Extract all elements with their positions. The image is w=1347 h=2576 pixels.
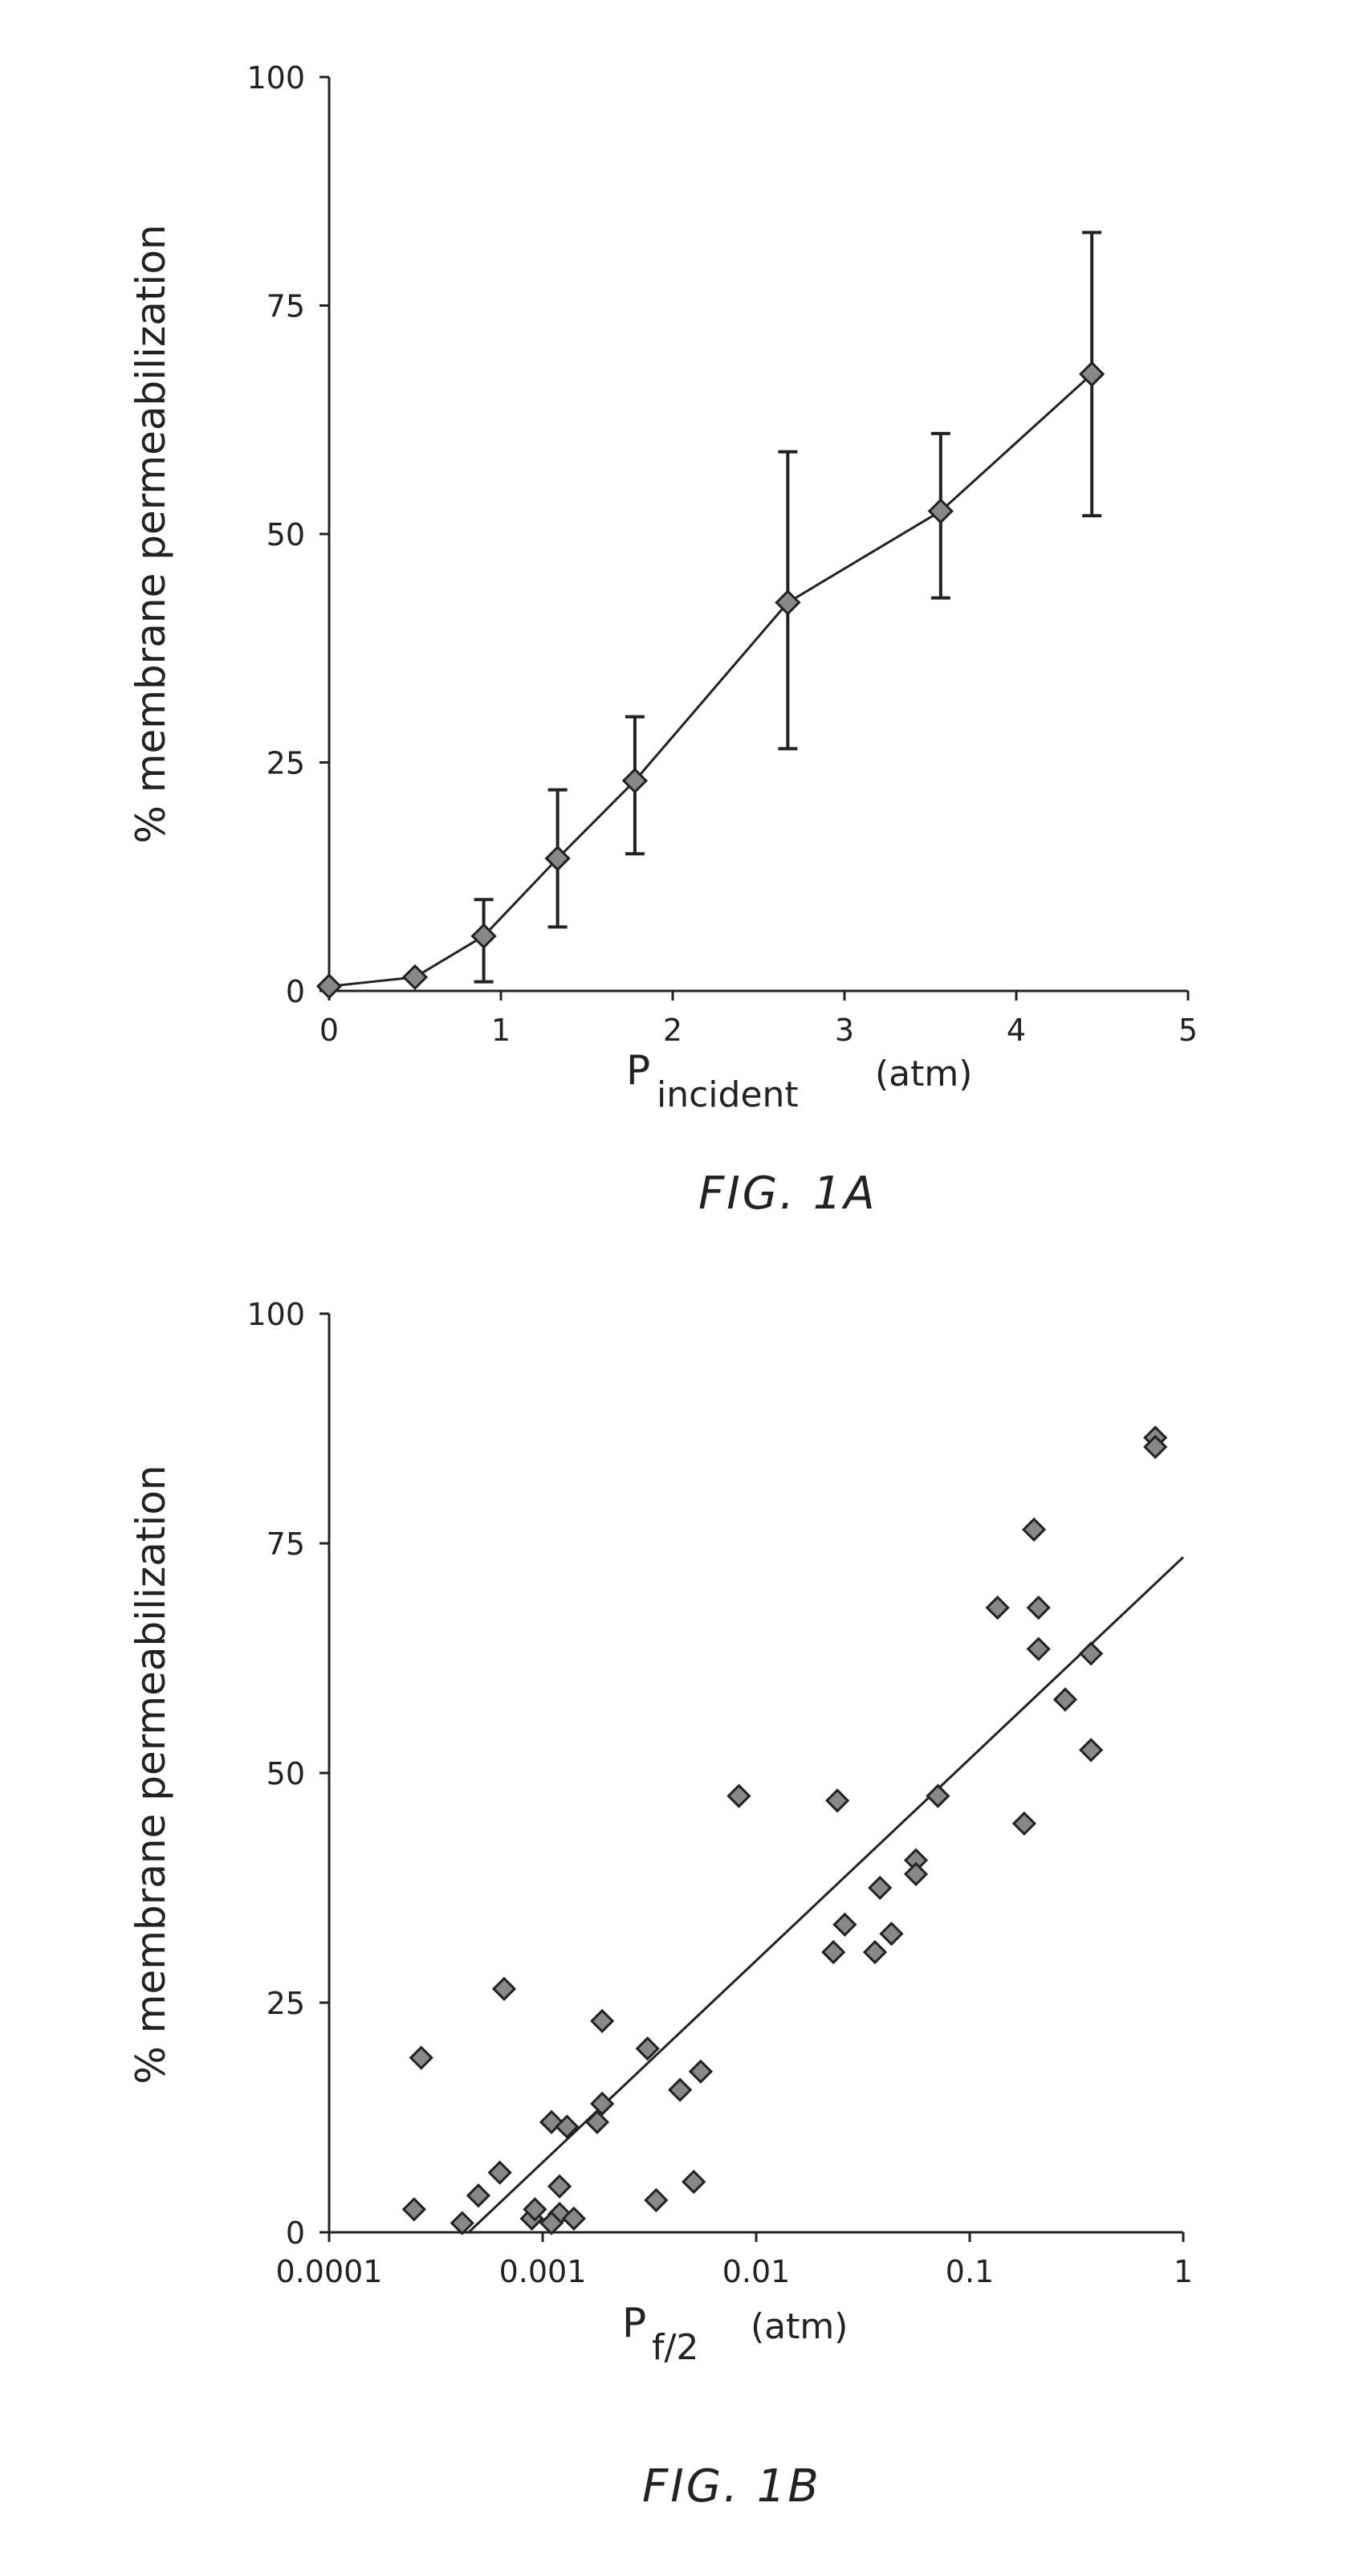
series-line: [329, 374, 1092, 986]
x-tick-label: 0.001: [499, 2254, 587, 2289]
y-axis-label: % membrane permeabilization: [128, 224, 174, 843]
x-tick-label: 1: [491, 1013, 511, 1048]
y-tick-label: 75: [267, 289, 305, 324]
scatter-point: [881, 1923, 902, 1944]
scatter-point: [490, 2162, 511, 2183]
x-tick-label: 5: [1178, 1013, 1198, 1048]
scatter-point: [827, 1790, 848, 1811]
data-point: [404, 966, 426, 988]
scatter-point: [1028, 1639, 1049, 1660]
scatter-point: [1028, 1597, 1049, 1618]
chart-fig-1b: % membrane permeabilization P f/2 (atm) …: [128, 1297, 1193, 2513]
scatter-point: [468, 2185, 489, 2206]
x-axis-label-main: P: [622, 2300, 646, 2346]
x-tick-label: 3: [835, 1013, 854, 1048]
scatter-point: [1014, 1813, 1035, 1834]
x-tick-label: 1: [1174, 2254, 1193, 2289]
scatter-point: [683, 2171, 704, 2192]
scatter-point: [905, 1864, 926, 1885]
scatter-point: [669, 2080, 690, 2101]
figure-label: FIG. 1B: [642, 2460, 821, 2513]
scatter-point: [587, 2112, 608, 2133]
scatter-point: [1055, 1689, 1076, 1710]
x-tick-label: 0.0001: [276, 2254, 383, 2289]
x-axis-label-unit: (atm): [875, 1054, 972, 1094]
scatter-point: [1080, 1643, 1101, 1664]
y-tick-label: 0: [286, 974, 305, 1009]
scatter-point: [869, 1877, 890, 1898]
scatter-point: [494, 1979, 515, 1999]
x-axis-label-sub: f/2: [652, 2327, 698, 2368]
scatter-point: [592, 2093, 612, 2114]
x-axis-label-unit: (atm): [751, 2306, 848, 2347]
scatter-point: [834, 1914, 855, 1935]
x-tick-label: 0.1: [946, 2254, 994, 2289]
y-tick-label: 25: [267, 1986, 305, 2021]
fit-line: [469, 1557, 1183, 2232]
scatter-point: [865, 1942, 885, 1963]
patent-figure: % membrane permeabilization P incident (…: [0, 0, 1347, 2576]
data-point: [318, 975, 340, 997]
y-tick-label: 100: [246, 1297, 305, 1332]
x-tick-label: 4: [1007, 1013, 1026, 1048]
y-tick-label: 25: [267, 746, 305, 781]
figure-label: FIG. 1A: [698, 1168, 877, 1220]
scatter-point: [592, 2011, 612, 2032]
scatter-point: [549, 2176, 570, 2197]
y-tick-label: 75: [267, 1526, 305, 1562]
scatter-point: [1080, 1739, 1101, 1760]
x-tick-label: 0: [319, 1013, 339, 1048]
scatter-point: [1023, 1519, 1044, 1540]
y-tick-label: 50: [267, 517, 305, 552]
scatter-point: [728, 1786, 749, 1807]
scatter-point: [645, 2190, 666, 2211]
y-tick-label: 100: [246, 60, 305, 96]
y-axis-label: % membrane permeabilization: [128, 1465, 174, 2084]
x-axis-label-sub: incident: [657, 1074, 799, 1115]
y-tick-label: 0: [286, 2215, 305, 2251]
scatter-point: [690, 2061, 711, 2082]
scatter-point: [927, 1786, 948, 1807]
scatter-point: [411, 2048, 432, 2069]
scatter-point: [404, 2199, 425, 2219]
x-tick-label: 2: [663, 1013, 682, 1048]
x-tick-label: 0.01: [722, 2254, 791, 2289]
chart-fig-1a: % membrane permeabilization P incident (…: [128, 60, 1198, 1220]
y-tick-label: 50: [267, 1756, 305, 1791]
x-axis-label-main: P: [626, 1047, 650, 1094]
scatter-point: [987, 1597, 1008, 1618]
scatter-point: [823, 1942, 844, 1963]
